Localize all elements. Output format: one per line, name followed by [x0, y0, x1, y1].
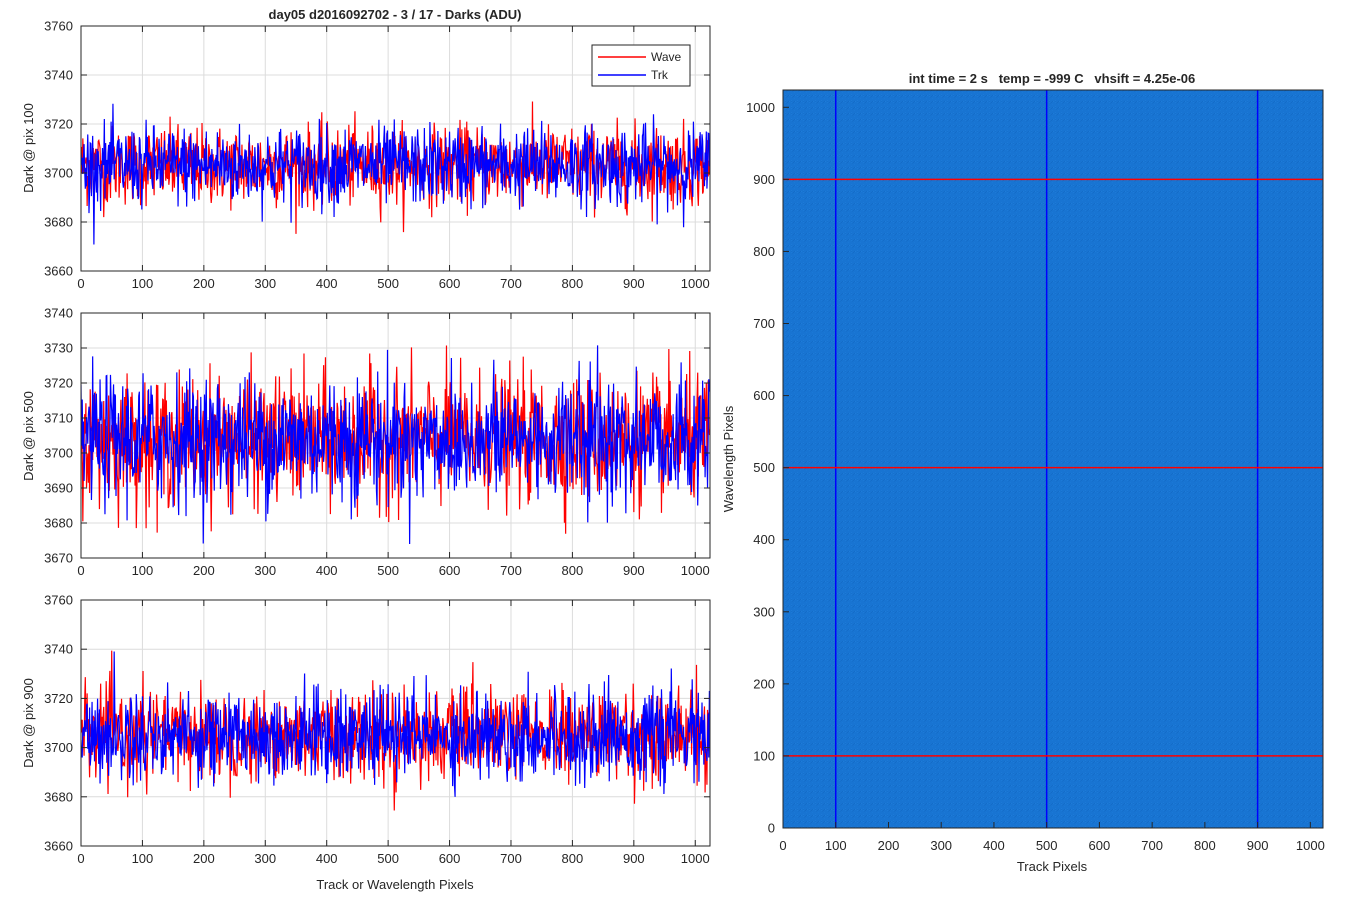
x-tick-label: 0: [77, 276, 84, 291]
x-tick-label: 800: [562, 276, 584, 291]
y-tick-label: 3700: [44, 740, 73, 755]
x-tick-label: 1000: [681, 276, 710, 291]
y-tick-label: 3660: [44, 839, 73, 854]
heatmap-x-tick-label: 400: [983, 838, 1005, 853]
heatmap-y-tick-label: 700: [753, 316, 775, 331]
figure-title: day05 d2016092702 - 3 / 17 - Darks (ADU): [269, 7, 522, 22]
x-tick-label: 400: [316, 851, 338, 866]
x-tick-label: 400: [316, 563, 338, 578]
x-tick-label: 0: [77, 851, 84, 866]
x-tick-label: 200: [193, 276, 215, 291]
x-tick-label: 400: [316, 276, 338, 291]
x-tick-label: 100: [132, 851, 154, 866]
x-tick-label: 300: [254, 276, 276, 291]
heatmap-x-tick-label: 700: [1141, 838, 1163, 853]
axes-box: [80, 599, 711, 847]
series-line-trk: [81, 345, 710, 544]
heatmap-y-tick-label: 400: [753, 532, 775, 547]
x-tick-label: 900: [623, 851, 645, 866]
x-tick-label: 300: [254, 563, 276, 578]
heatmap-y-tick-label: 600: [753, 388, 775, 403]
heatmap-x-tick-label: 600: [1089, 838, 1111, 853]
x-tick-label: 100: [132, 276, 154, 291]
x-tick-label: 200: [193, 563, 215, 578]
x-tick-label: 800: [562, 563, 584, 578]
series-line-trk: [81, 651, 710, 797]
panel-3-ylabel: Dark @ pix 900: [21, 678, 36, 768]
heatmap-x-tick-label: 0: [779, 838, 786, 853]
heatmap-title: int time = 2 s temp = -999 C vhsift = 4.…: [909, 71, 1195, 86]
axes-box: [80, 312, 711, 559]
x-tick-label: 1000: [681, 851, 710, 866]
y-tick-label: 3740: [44, 68, 73, 83]
panel-3-xlabel: Track or Wavelength Pixels: [316, 877, 474, 892]
heatmap-y-tick-label: 500: [753, 460, 775, 475]
x-tick-label: 600: [439, 851, 461, 866]
x-tick-label: 300: [254, 851, 276, 866]
x-tick-label: 900: [623, 276, 645, 291]
y-tick-label: 3670: [44, 551, 73, 566]
legend: Wave Trk: [591, 44, 691, 87]
panel-2-ylabel: Dark @ pix 500: [21, 391, 36, 481]
heatmap-x-tick-label: 300: [930, 838, 952, 853]
y-tick-label: 3720: [44, 376, 73, 391]
y-tick-label: 3680: [44, 215, 73, 230]
x-tick-label: 900: [623, 563, 645, 578]
axes-box: [80, 25, 711, 272]
y-tick-label: 3740: [44, 306, 73, 321]
heatmap-y-tick-label: 900: [753, 172, 775, 187]
x-tick-label: 800: [562, 851, 584, 866]
heatmap-x-tick-label: 100: [825, 838, 847, 853]
heatmap-panel: int time = 2 s temp = -999 C vhsift = 4.…: [721, 71, 1325, 874]
heatmap-ylabel: Wavelength Pixels: [721, 405, 736, 512]
y-tick-label: 3660: [44, 264, 73, 279]
x-tick-label: 1000: [681, 563, 710, 578]
heatmap-x-tick-label: 800: [1194, 838, 1216, 853]
series-line-trk: [81, 103, 710, 245]
y-tick-label: 3680: [44, 789, 73, 804]
y-tick-label: 3720: [44, 117, 73, 132]
x-tick-label: 700: [500, 851, 522, 866]
heatmap-y-tick-label: 300: [753, 604, 775, 619]
x-tick-label: 500: [377, 563, 399, 578]
x-tick-label: 0: [77, 563, 84, 578]
heatmap-x-tick-label: 900: [1247, 838, 1269, 853]
y-tick-label: 3700: [44, 446, 73, 461]
legend-wave-label: Wave: [651, 50, 682, 64]
y-tick-label: 3680: [44, 516, 73, 531]
heatmap-x-tick-label: 1000: [1296, 838, 1325, 853]
x-tick-label: 700: [500, 563, 522, 578]
heatmap-x-tick-label: 500: [1036, 838, 1058, 853]
y-tick-label: 3740: [44, 642, 73, 657]
legend-box: [591, 44, 691, 87]
heatmap-y-tick-label: 200: [753, 676, 775, 691]
heatmap-y-tick-label: 0: [768, 821, 775, 836]
panel-1-ylabel: Dark @ pix 100: [21, 103, 36, 193]
y-tick-label: 3760: [44, 593, 73, 608]
x-tick-label: 500: [377, 851, 399, 866]
heatmap-y-tick-label: 1000: [746, 100, 775, 115]
y-tick-label: 3730: [44, 341, 73, 356]
line-panel-pix-500: Dark @ pix 500 0 100 200 300 400 500 600 700 800…: [21, 306, 711, 578]
line-panel-pix-900: Dark @ pix 900 Track or Wavelength Pixel…: [21, 593, 711, 892]
legend-trk-label: Trk: [651, 68, 669, 82]
y-tick-label: 3690: [44, 481, 73, 496]
heatmap-axes-box: [782, 89, 1324, 829]
x-tick-label: 500: [377, 276, 399, 291]
heatmap-image: [783, 90, 1323, 828]
x-tick-label: 600: [439, 563, 461, 578]
y-tick-label: 3720: [44, 691, 73, 706]
heatmap-y-tick-label: 800: [753, 244, 775, 259]
y-tick-label: 3700: [44, 166, 73, 181]
x-tick-label: 200: [193, 851, 215, 866]
y-tick-label: 3710: [44, 411, 73, 426]
y-tick-label: 3760: [44, 19, 73, 34]
x-tick-label: 100: [132, 563, 154, 578]
heatmap-x-tick-label: 200: [878, 838, 900, 853]
x-tick-label: 600: [439, 276, 461, 291]
heatmap-y-tick-label: 100: [753, 748, 775, 763]
heatmap-xlabel: Track Pixels: [1017, 859, 1088, 874]
x-tick-label: 700: [500, 276, 522, 291]
